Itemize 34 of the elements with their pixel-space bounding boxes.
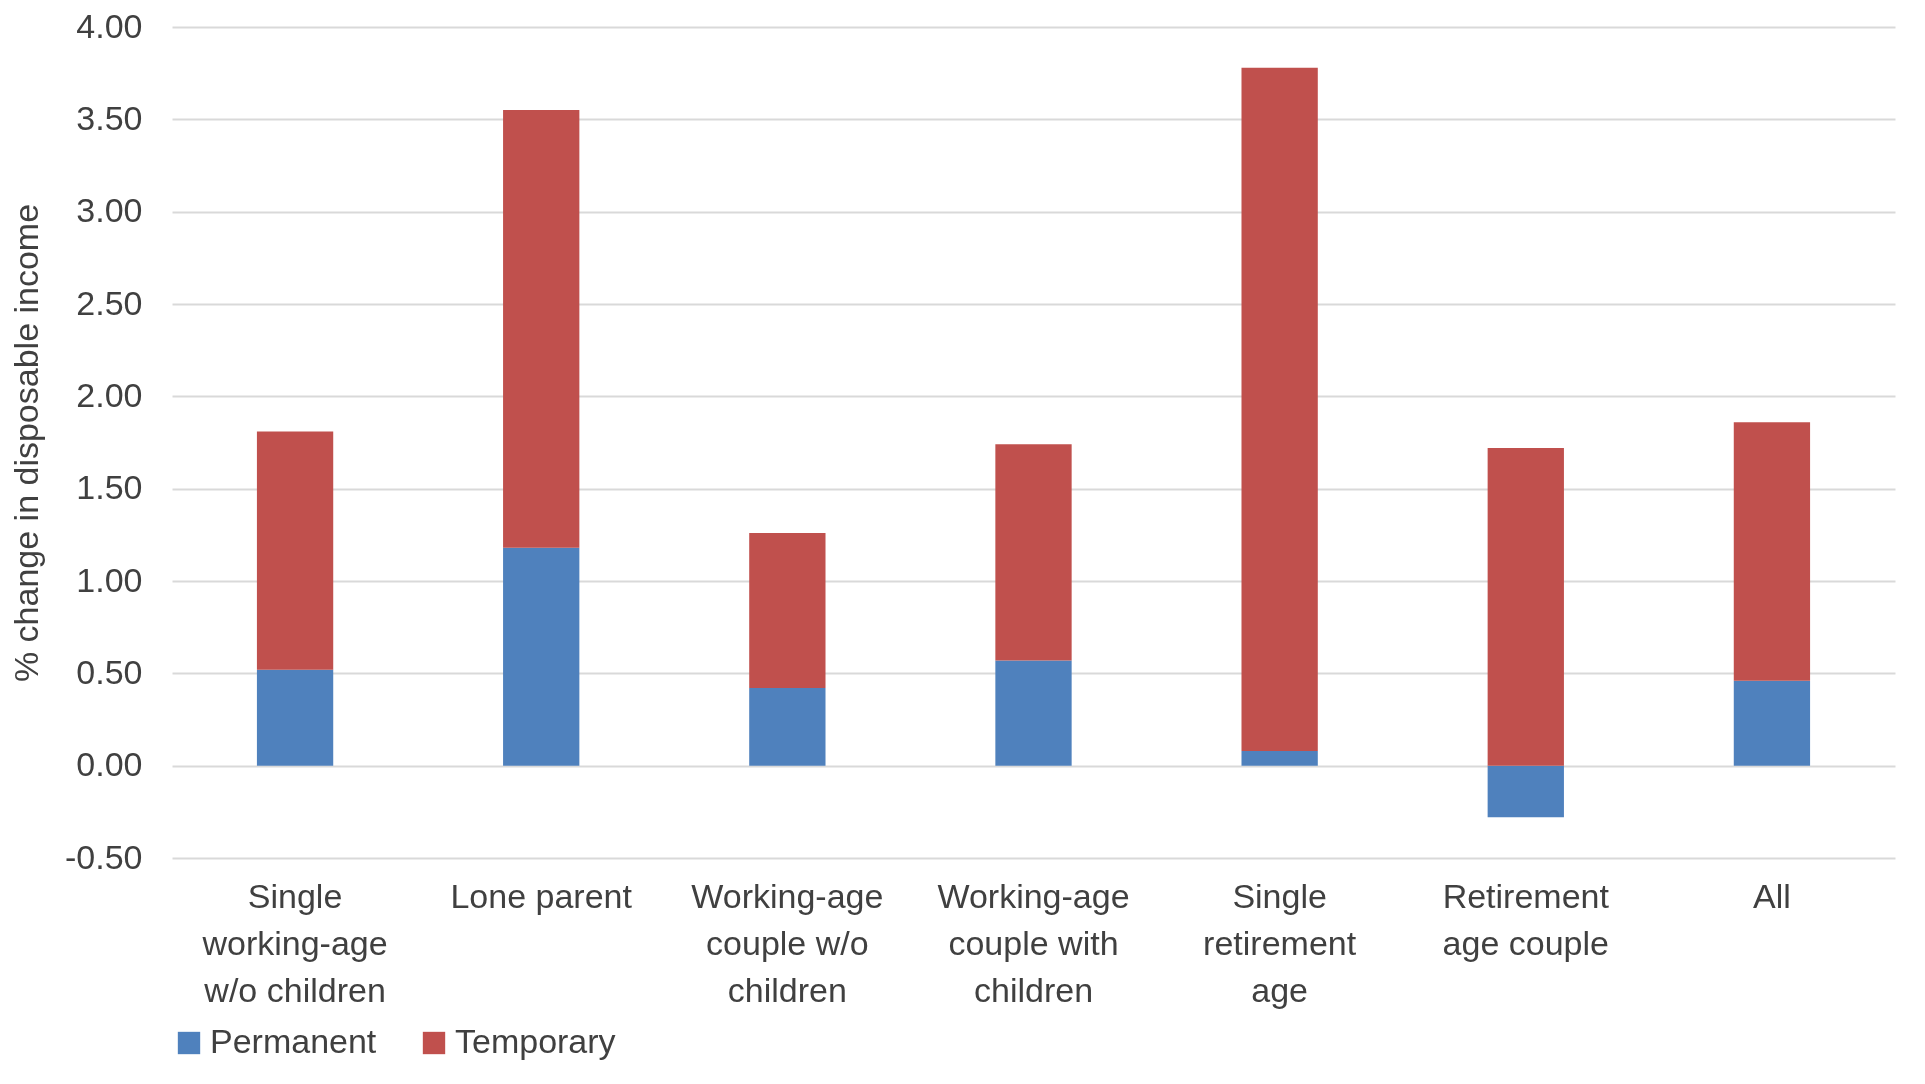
bar <box>256 669 334 766</box>
bar <box>749 532 826 689</box>
y-tick-label: 2.00 <box>76 375 143 414</box>
y-tick-label: 3.50 <box>76 98 143 137</box>
bar <box>749 688 826 766</box>
legend-label: Permanent <box>210 1022 377 1060</box>
bar <box>1733 422 1811 681</box>
x-tick-label: Working-age couple with children <box>937 876 1130 1009</box>
y-tick-label: 1.50 <box>76 468 143 507</box>
bar <box>1241 67 1318 751</box>
y-axis-title: % change in disposable income <box>7 203 45 683</box>
y-tick-label: 1.00 <box>76 560 143 599</box>
x-tick-label: Single retirement age <box>1203 876 1357 1009</box>
bar <box>1733 680 1811 766</box>
legend-label: Temporary <box>455 1022 616 1060</box>
x-tick-label: Lone parent <box>450 876 633 915</box>
bar <box>995 444 1072 661</box>
x-tick-label: Retirement age couple <box>1442 876 1610 962</box>
y-tick-label: 0.50 <box>76 652 143 691</box>
bar <box>256 431 334 670</box>
y-tick-label: -0.50 <box>65 837 143 876</box>
bar <box>503 547 580 766</box>
bar <box>1241 750 1318 766</box>
x-tick-label: Single working-age w/o children <box>201 876 388 1009</box>
bar <box>995 660 1072 766</box>
y-tick-label: 4.00 <box>76 6 143 45</box>
y-tick-label: 0.00 <box>76 745 143 784</box>
x-tick-label: All <box>1753 876 1791 915</box>
bar <box>1487 448 1564 766</box>
y-tick-label: 3.00 <box>76 191 143 230</box>
y-tick-label: 2.50 <box>76 283 143 322</box>
bar <box>1487 765 1564 818</box>
x-tick-label: Working-age couple w/o children <box>691 876 884 1009</box>
bar <box>503 110 580 548</box>
